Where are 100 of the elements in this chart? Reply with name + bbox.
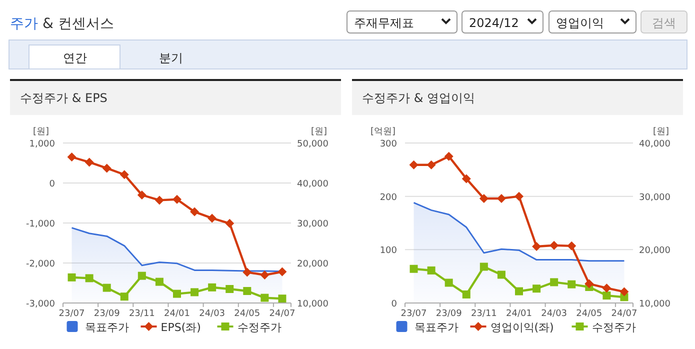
y-tick-label: -3,000 bbox=[26, 300, 56, 310]
legend-label: 영업이익(좌) bbox=[490, 321, 554, 334]
legend-label: 목표주가 bbox=[414, 321, 458, 334]
chart-title: 수정주가 & 영업이익 bbox=[362, 91, 475, 105]
point bbox=[172, 194, 182, 204]
point bbox=[567, 241, 576, 250]
y2-axis-title: [원] bbox=[652, 127, 670, 137]
x-tick-label: 23/07 bbox=[58, 309, 85, 319]
point bbox=[208, 283, 216, 292]
x-tick-label: 24/01 bbox=[164, 309, 190, 319]
point bbox=[602, 284, 612, 293]
point bbox=[68, 273, 76, 282]
point bbox=[480, 262, 488, 271]
point bbox=[85, 274, 94, 282]
point bbox=[602, 292, 611, 300]
x-tick-label: 23/07 bbox=[400, 309, 427, 319]
y2-tick-label: 40,000 bbox=[639, 140, 671, 150]
point bbox=[427, 266, 436, 274]
point bbox=[102, 164, 112, 173]
text: 주가 & 컨센서스 bbox=[10, 16, 114, 32]
point bbox=[584, 279, 594, 288]
point bbox=[102, 284, 111, 292]
y2-tick-label: 50,000 bbox=[297, 140, 329, 150]
y2-tick-label: 40,000 bbox=[297, 180, 329, 190]
point bbox=[67, 152, 76, 162]
x-tick-label: 24/03 bbox=[541, 309, 568, 319]
point bbox=[190, 288, 199, 296]
x-tick-label: 23/11 bbox=[470, 309, 497, 319]
legend-label: 수정주가 bbox=[237, 321, 282, 334]
text: 검색 bbox=[652, 16, 676, 30]
point bbox=[444, 152, 454, 161]
text: 주재무제표 bbox=[354, 16, 414, 30]
x-tick-label: 24/03 bbox=[199, 309, 226, 319]
point bbox=[550, 278, 558, 286]
point bbox=[514, 192, 524, 201]
y2-tick-label: 30,000 bbox=[297, 220, 329, 230]
x-tick-label: 24/05 bbox=[234, 309, 260, 319]
legend-label: 목표주가 bbox=[84, 321, 129, 334]
point bbox=[260, 270, 270, 280]
point bbox=[190, 207, 200, 216]
chart-title: 수정주가 & EPS bbox=[20, 91, 108, 105]
point bbox=[409, 160, 418, 170]
y-tick-label: -1,000 bbox=[26, 220, 56, 230]
point bbox=[173, 290, 181, 298]
y-axis-title: [원] bbox=[32, 127, 50, 137]
point bbox=[120, 170, 129, 180]
point bbox=[550, 240, 559, 250]
legend-label: 수정주가 bbox=[592, 321, 636, 334]
y-tick-label: 100 bbox=[380, 246, 398, 256]
point bbox=[278, 294, 286, 303]
point bbox=[410, 264, 418, 273]
point bbox=[426, 160, 436, 170]
x-tick-label: 24/05 bbox=[576, 309, 602, 319]
y-tick-label: 0 bbox=[391, 300, 398, 310]
point bbox=[462, 174, 471, 184]
text: 분기 bbox=[159, 51, 183, 65]
y-tick-label: 0 bbox=[49, 180, 56, 190]
x-tick-label: 24/07 bbox=[611, 309, 638, 319]
y2-tick-label: 10,000 bbox=[639, 300, 671, 310]
point bbox=[208, 214, 217, 223]
point bbox=[242, 268, 252, 277]
y2-tick-label: 20,000 bbox=[297, 260, 329, 270]
x-tick-label: 23/09 bbox=[436, 309, 462, 319]
y-tick-label: -2,000 bbox=[26, 260, 56, 270]
text: 영업이익 bbox=[556, 16, 604, 30]
x-tick-label: 23/09 bbox=[94, 309, 120, 319]
point bbox=[137, 190, 146, 200]
point bbox=[479, 194, 488, 203]
point bbox=[532, 284, 541, 293]
point bbox=[154, 196, 164, 205]
point bbox=[120, 292, 128, 301]
point bbox=[243, 287, 252, 295]
y2-tick-label: 10,000 bbox=[297, 300, 329, 310]
y2-tick-label: 20,000 bbox=[639, 246, 671, 256]
legend-label: EPS(좌) bbox=[160, 321, 201, 334]
point bbox=[532, 242, 542, 251]
point bbox=[497, 270, 506, 279]
point bbox=[278, 267, 287, 276]
point bbox=[84, 158, 94, 167]
y2-tick-label: 30,000 bbox=[639, 192, 671, 203]
point bbox=[226, 285, 234, 293]
point bbox=[568, 280, 576, 288]
text: 연간 bbox=[63, 51, 87, 65]
x-tick-label: 23/11 bbox=[128, 309, 155, 319]
point bbox=[620, 287, 629, 296]
y-tick-label: 1,000 bbox=[29, 140, 56, 150]
point bbox=[155, 278, 164, 286]
text: 2024/12 bbox=[469, 16, 519, 30]
x-tick-label: 24/01 bbox=[506, 309, 532, 319]
y-tick-label: 300 bbox=[380, 140, 398, 150]
point bbox=[444, 278, 453, 287]
y-axis-title: [억원] bbox=[370, 127, 396, 137]
x-tick-label: 24/07 bbox=[269, 309, 296, 319]
point bbox=[462, 290, 470, 298]
point bbox=[260, 294, 269, 302]
point bbox=[138, 272, 146, 280]
y2-axis-title: [원] bbox=[310, 127, 328, 137]
point bbox=[225, 218, 234, 228]
y-tick-label: 200 bbox=[380, 192, 398, 203]
point bbox=[515, 287, 523, 296]
